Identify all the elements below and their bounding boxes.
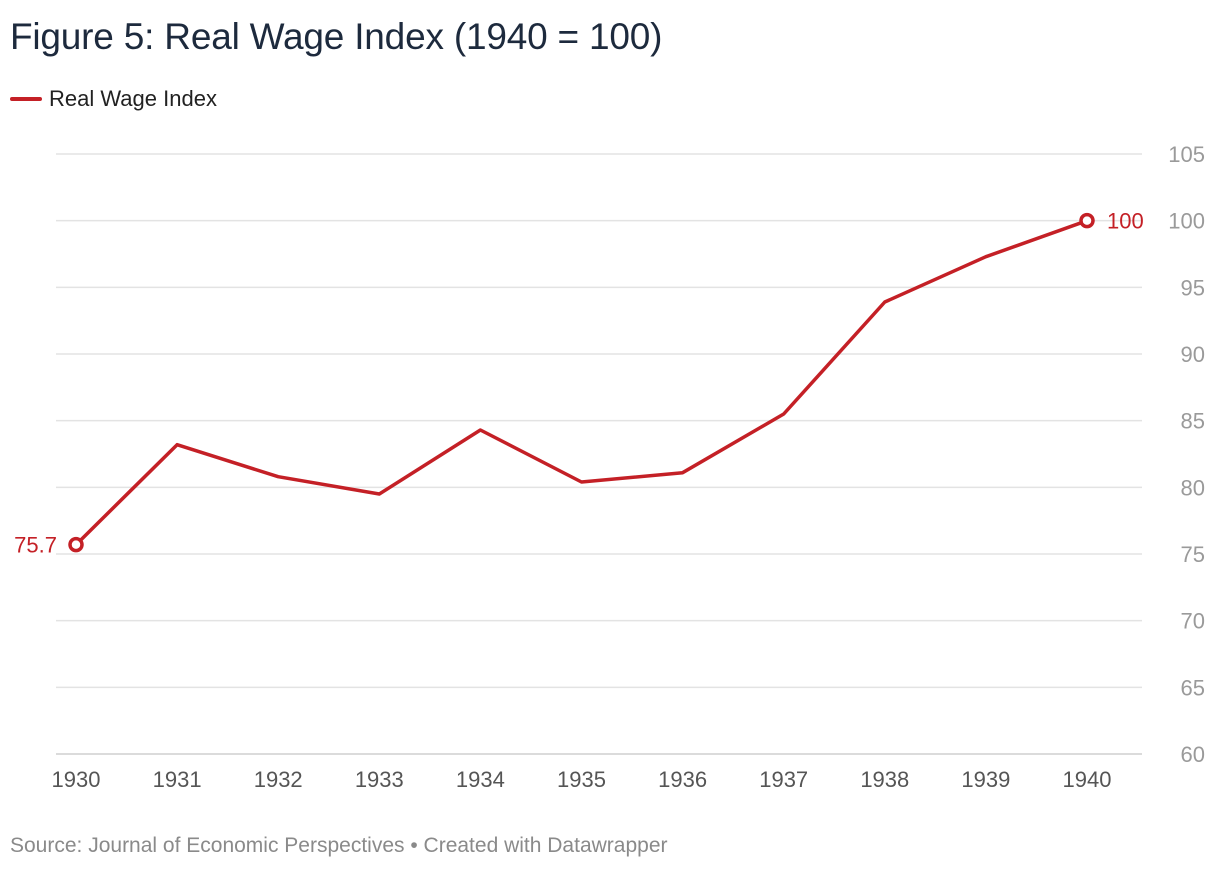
y-tick-label: 95 <box>1181 275 1205 300</box>
data-point-marker <box>68 536 84 553</box>
y-tick-label: 80 <box>1181 475 1205 500</box>
y-tick-label: 65 <box>1181 675 1205 700</box>
annotations: 75.7 100 <box>14 209 1144 558</box>
series-layer <box>74 218 1089 547</box>
x-tick-label: 1937 <box>759 767 808 792</box>
x-axis-ticks: 1930 1931 1932 1933 1934 1935 1936 1937 1938 1939… <box>52 767 1112 792</box>
y-tick-label: 105 <box>1168 142 1205 167</box>
legend-label: Real Wage Index <box>49 86 217 111</box>
x-tick-label: 1932 <box>254 767 303 792</box>
source-note: Source: Journal of Economic Perspectives… <box>10 834 668 857</box>
x-tick-label: 1931 <box>153 767 202 792</box>
x-tick-label: 1930 <box>52 767 101 792</box>
chart-title: Figure 5: Real Wage Index (1940 = 100) <box>10 16 663 57</box>
y-tick-label: 100 <box>1168 209 1205 234</box>
x-tick-label: 1938 <box>860 767 909 792</box>
x-tick-label: 1936 <box>658 767 707 792</box>
series-line-0 <box>74 218 1089 547</box>
y-axis-ticks: 60 65 70 75 80 85 90 95 100 105 <box>1168 142 1205 767</box>
data-label: 75.7 <box>14 533 57 558</box>
x-tick-label: 1933 <box>355 767 404 792</box>
y-tick-label: 90 <box>1181 342 1205 367</box>
y-tick-label: 70 <box>1181 609 1205 634</box>
legend: Real Wage Index <box>10 86 217 112</box>
x-tick-label: 1939 <box>961 767 1010 792</box>
data-point-marker <box>1079 212 1095 229</box>
y-tick-label: 85 <box>1181 409 1205 434</box>
legend-swatch <box>10 97 42 101</box>
x-tick-label: 1940 <box>1063 767 1112 792</box>
x-tick-label: 1934 <box>456 767 505 792</box>
x-tick-label: 1935 <box>557 767 606 792</box>
y-tick-label: 75 <box>1181 542 1205 567</box>
data-label: 100 <box>1107 209 1144 234</box>
grid-lines <box>56 153 1142 755</box>
y-tick-label: 60 <box>1181 742 1205 767</box>
